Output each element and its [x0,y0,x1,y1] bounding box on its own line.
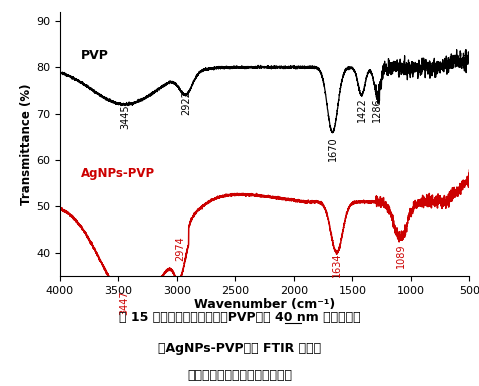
Text: PVP: PVP [81,49,109,62]
X-axis label: Wavenumber (cm⁻¹): Wavenumber (cm⁻¹) [194,298,335,312]
Text: 3447: 3447 [120,290,130,315]
Text: 图 15 表面修饰聚吵咐烷酮（PVP）的 40 nm 纳米銀颗粒: 图 15 表面修饰聚吵咐烷酮（PVP）的 40 nm 纳米銀颗粒 [119,311,360,324]
Text: 2974: 2974 [175,237,185,261]
Text: 1089: 1089 [396,244,406,268]
Text: 1634: 1634 [332,253,342,277]
Text: 数据来源：国家纳米科学中心。: 数据来源：国家纳米科学中心。 [187,369,292,382]
Text: 1670: 1670 [328,137,338,161]
Text: 3445: 3445 [120,104,130,129]
Text: 1422: 1422 [356,97,366,122]
Text: AgNPs-PVP: AgNPs-PVP [81,168,155,180]
Text: （AgNPs-PVP）的 FTIR 谱图。: （AgNPs-PVP）的 FTIR 谱图。 [158,342,321,355]
Y-axis label: Transmittance (%): Transmittance (%) [20,83,33,205]
Text: 1286: 1286 [373,97,382,122]
Text: 2922: 2922 [181,90,191,115]
